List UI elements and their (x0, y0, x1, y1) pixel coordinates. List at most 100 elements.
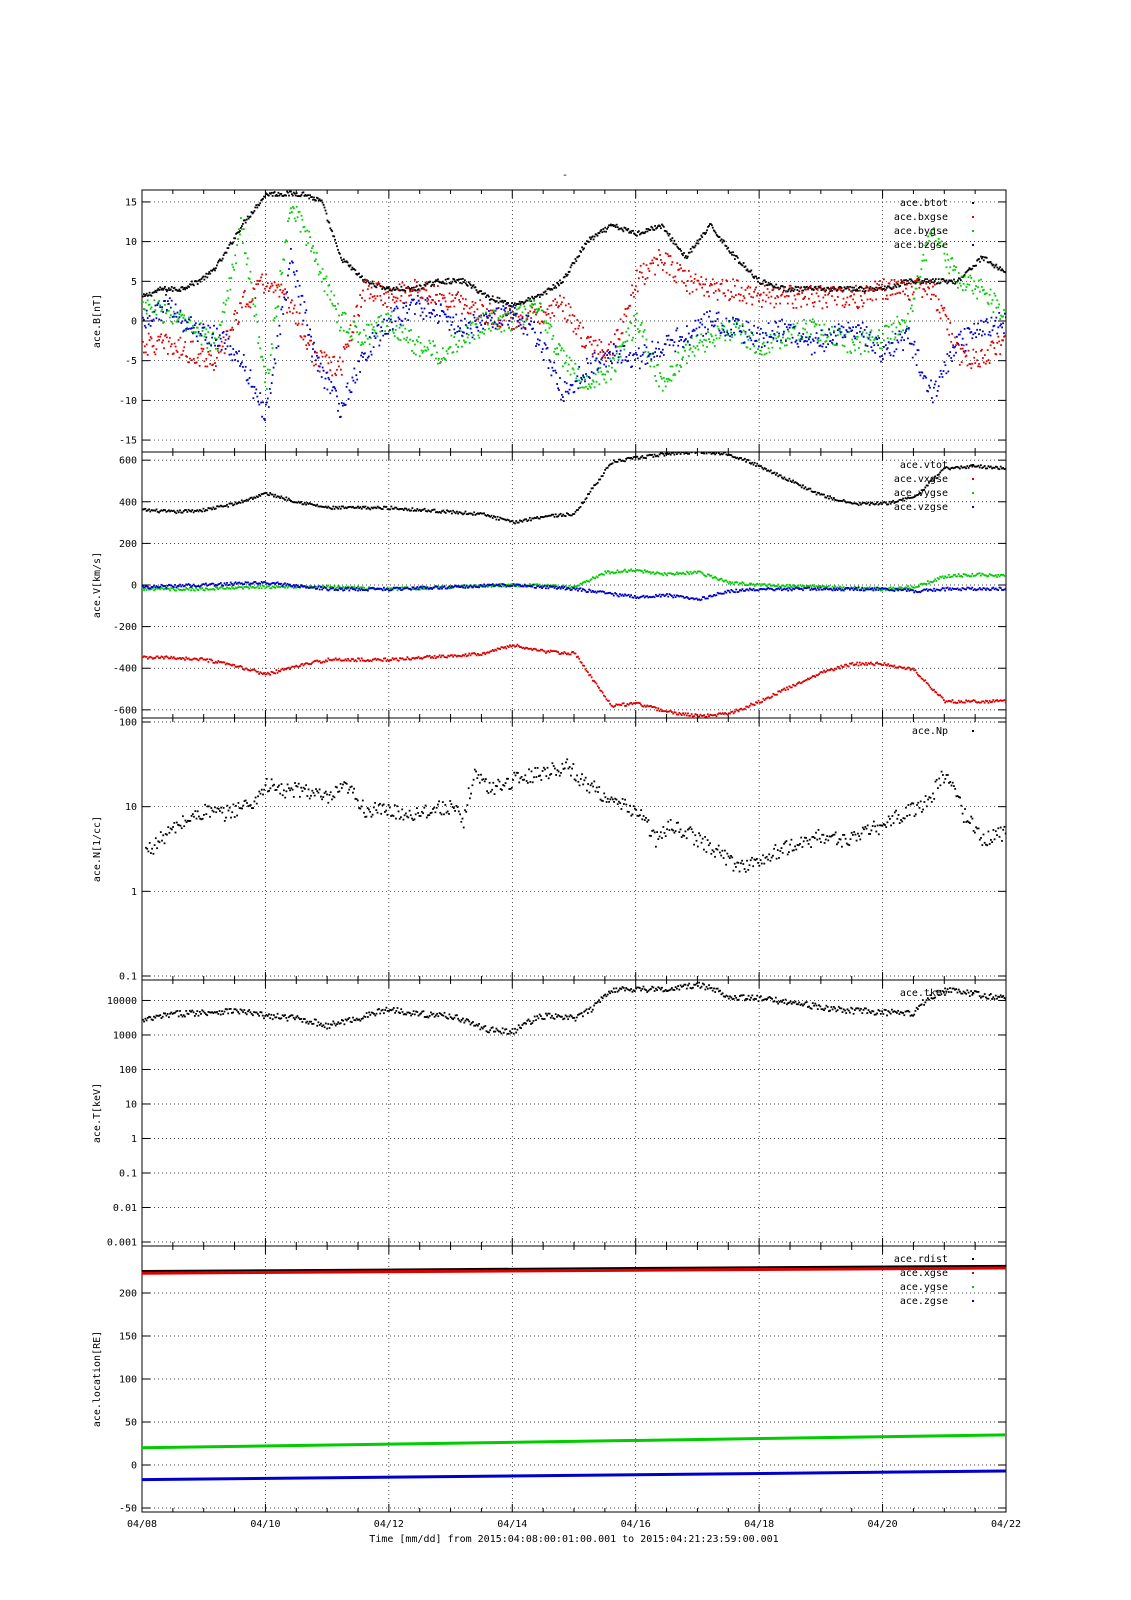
data-point (253, 210, 256, 212)
data-point (453, 278, 456, 281)
data-point (713, 714, 715, 716)
data-point (383, 657, 385, 660)
data-point (951, 332, 953, 335)
data-point (181, 286, 184, 288)
data-point (292, 501, 295, 504)
data-point (820, 333, 823, 336)
data-point (974, 332, 977, 334)
data-point (538, 302, 541, 305)
data-point (554, 650, 557, 652)
data-point (150, 337, 153, 340)
data-point (548, 359, 551, 361)
data-point (671, 711, 673, 713)
data-point (678, 452, 681, 454)
data-point (243, 500, 246, 502)
data-point (1000, 344, 1002, 346)
data-point (645, 338, 648, 341)
data-point (664, 252, 667, 255)
data-point (248, 278, 251, 280)
data-point (939, 317, 942, 320)
data-point (246, 215, 249, 218)
data-point (246, 257, 249, 260)
data-point (732, 712, 735, 715)
data-point (413, 298, 415, 301)
data-point (550, 374, 553, 377)
data-point (411, 298, 413, 301)
data-point (727, 712, 730, 715)
data-point (804, 328, 806, 331)
data-point (525, 518, 527, 521)
data-point (645, 705, 647, 708)
data-point (673, 453, 676, 456)
data-point (353, 367, 356, 370)
data-point (526, 333, 529, 336)
data-point (796, 342, 799, 345)
data-point (831, 289, 833, 292)
data-point (273, 281, 276, 284)
data-point (740, 331, 743, 334)
data-point (780, 285, 782, 288)
data-point (973, 265, 976, 267)
data-point (631, 458, 634, 460)
data-point (572, 513, 574, 515)
data-point (925, 376, 928, 379)
data-point (672, 452, 675, 454)
data-point (390, 318, 392, 321)
data-point (521, 317, 524, 320)
data-point (697, 452, 699, 453)
data-point (776, 286, 779, 289)
data-point (709, 223, 711, 225)
data-point (370, 660, 373, 663)
data-point (352, 658, 354, 660)
data-point (218, 323, 221, 326)
data-point (310, 250, 312, 253)
data-point (639, 264, 642, 267)
data-point (334, 387, 336, 390)
data-point (979, 260, 981, 263)
data-point (726, 247, 729, 250)
data-point (263, 365, 265, 368)
data-point (962, 275, 965, 277)
data-point (339, 356, 341, 359)
data-point (443, 511, 446, 513)
data-point (646, 277, 649, 279)
data-point (297, 322, 300, 325)
data-point (656, 454, 658, 457)
data-point (457, 654, 459, 657)
data-point (449, 510, 452, 512)
data-point (408, 294, 410, 297)
data-point (228, 502, 231, 505)
data-point (935, 477, 938, 480)
data-point (621, 343, 624, 346)
data-point (463, 339, 465, 342)
data-point (610, 378, 612, 381)
data-point (742, 708, 745, 711)
data-point (810, 490, 813, 493)
data-point (616, 461, 619, 463)
data-point (965, 286, 968, 288)
data-point (521, 301, 524, 303)
data-point (399, 299, 402, 302)
data-point (758, 465, 761, 468)
data-point (840, 331, 843, 333)
data-point (213, 662, 216, 664)
data-point (826, 286, 829, 289)
data-point (951, 360, 953, 362)
data-point (267, 406, 270, 408)
data-point (514, 313, 517, 315)
data-point (531, 303, 533, 305)
data-point (899, 292, 902, 295)
data-point (567, 302, 570, 305)
data-point (399, 657, 401, 659)
data-point (159, 286, 162, 289)
data-point (930, 233, 932, 235)
data-point (940, 278, 943, 281)
data-point (975, 351, 977, 353)
data-point (234, 665, 237, 668)
data-point (831, 295, 833, 297)
data-point (153, 509, 155, 512)
data-point (681, 280, 683, 283)
data-point (441, 510, 443, 513)
data-point (480, 290, 483, 293)
data-point (876, 282, 879, 285)
